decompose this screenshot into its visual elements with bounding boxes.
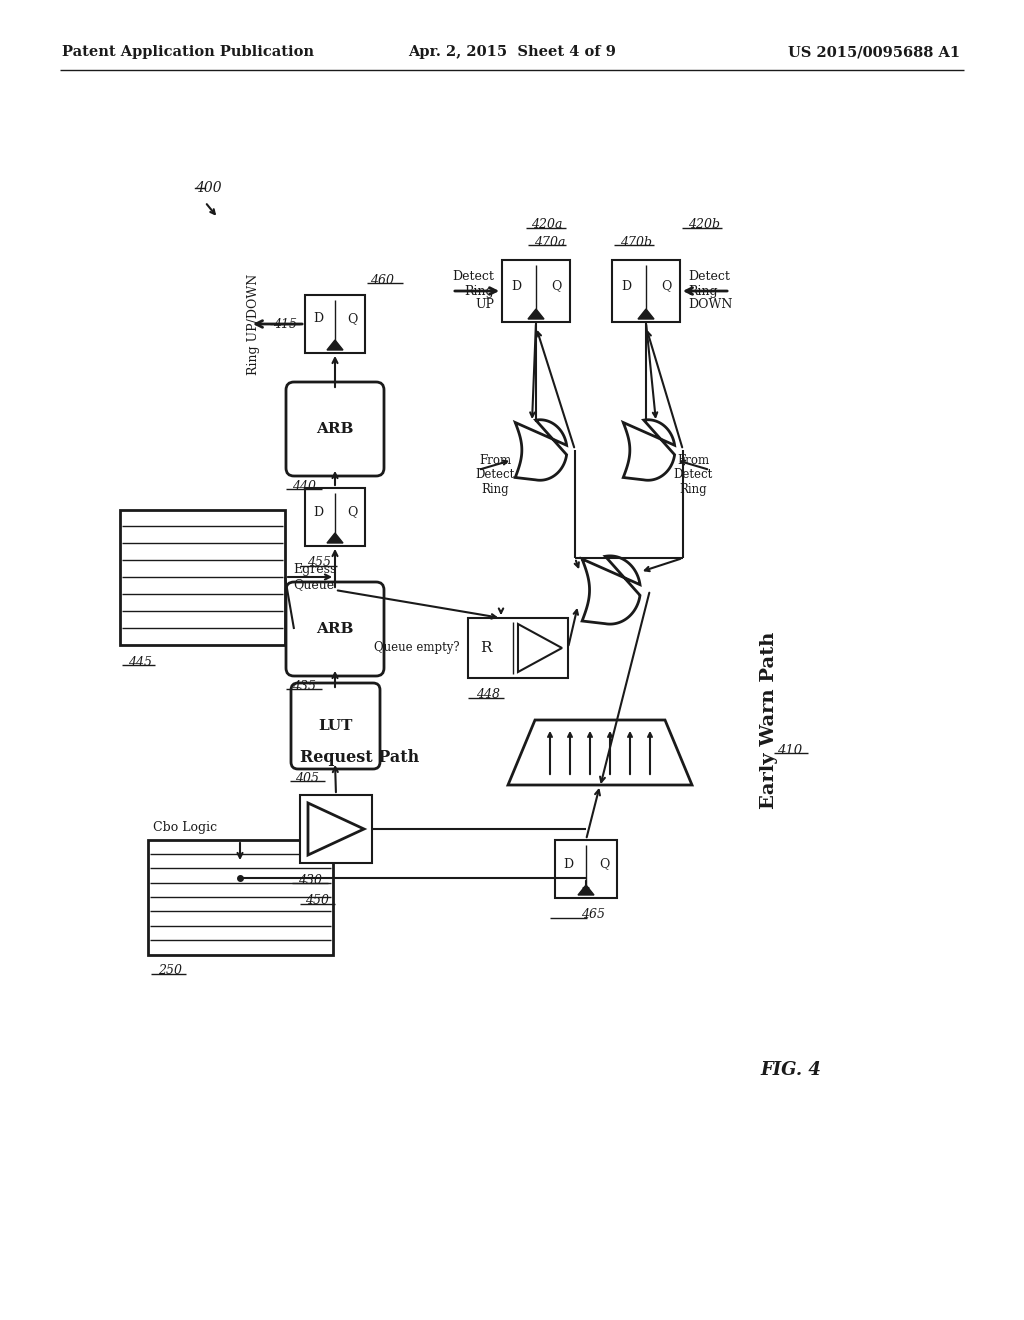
Bar [148,840,333,954]
Text: UP: UP [475,298,494,312]
Text: Detect: Detect [688,271,730,284]
Text: D: D [313,506,323,519]
Text: Detect: Detect [453,271,494,284]
Text: DOWN: DOWN [688,298,732,312]
Text: 435: 435 [292,680,316,693]
Text: Q: Q [551,280,561,293]
Polygon shape [515,420,566,480]
Text: 470a: 470a [534,235,565,248]
Text: Patent Application Publication: Patent Application Publication [62,45,314,59]
FancyBboxPatch shape [286,582,384,676]
Bar [502,260,570,322]
Text: Q: Q [660,280,671,293]
Text: Ring: Ring [688,285,718,297]
Text: Detect: Detect [475,469,515,482]
Polygon shape [327,533,343,543]
Text: 420a: 420a [531,219,562,231]
Text: Detect: Detect [674,469,713,482]
Bar [468,618,568,678]
Text: Ring UP/DOWN: Ring UP/DOWN [247,273,260,375]
Text: 250: 250 [158,965,182,978]
FancyBboxPatch shape [286,381,384,477]
Text: Q: Q [347,506,357,519]
Text: 470b: 470b [620,235,652,248]
Text: ARB: ARB [316,622,353,636]
Polygon shape [327,341,343,350]
Text: 448: 448 [476,689,500,701]
Bar [612,260,680,322]
Text: Egress: Egress [293,562,336,576]
Text: Early Warn Path: Early Warn Path [760,631,778,809]
Text: D: D [563,858,573,870]
Text: Q: Q [599,858,609,870]
Text: 430: 430 [298,874,322,887]
Text: 460: 460 [370,273,394,286]
Text: Ring: Ring [464,285,494,297]
Text: 420b: 420b [688,219,720,231]
Text: Ring: Ring [481,483,509,496]
Text: Ring: Ring [679,483,707,496]
Text: 405: 405 [295,771,319,784]
Text: 400: 400 [195,181,221,195]
Text: LUT: LUT [317,719,352,733]
Text: ARB: ARB [316,422,353,436]
Polygon shape [624,420,675,480]
Bar [120,510,285,645]
Text: 440: 440 [292,479,316,492]
FancyBboxPatch shape [291,682,380,770]
Text: From: From [677,454,709,466]
Text: 410: 410 [777,743,802,756]
Text: D: D [313,313,323,326]
Text: D: D [621,280,631,293]
Text: US 2015/0095688 A1: US 2015/0095688 A1 [787,45,961,59]
Text: 465: 465 [581,908,605,921]
Polygon shape [582,556,640,624]
Polygon shape [508,719,692,785]
Bar [305,294,365,352]
Polygon shape [578,884,594,895]
Text: Apr. 2, 2015  Sheet 4 of 9: Apr. 2, 2015 Sheet 4 of 9 [408,45,616,59]
Text: From: From [479,454,511,466]
Text: Request Path: Request Path [300,750,419,767]
Text: D: D [511,280,521,293]
Text: 455: 455 [307,557,331,569]
Text: Queue: Queue [293,578,334,591]
Text: 445: 445 [128,656,152,668]
Text: Queue empty?: Queue empty? [375,642,460,655]
Bar [555,840,617,898]
Text: FIG. 4: FIG. 4 [760,1061,821,1078]
Polygon shape [638,309,654,319]
Text: 415: 415 [273,318,297,330]
Text: 450: 450 [305,895,329,908]
Text: Q: Q [347,313,357,326]
Bar [300,795,372,863]
Bar [305,488,365,546]
Text: R: R [480,642,492,655]
Text: Cbo Logic: Cbo Logic [153,821,217,834]
Polygon shape [528,309,544,319]
